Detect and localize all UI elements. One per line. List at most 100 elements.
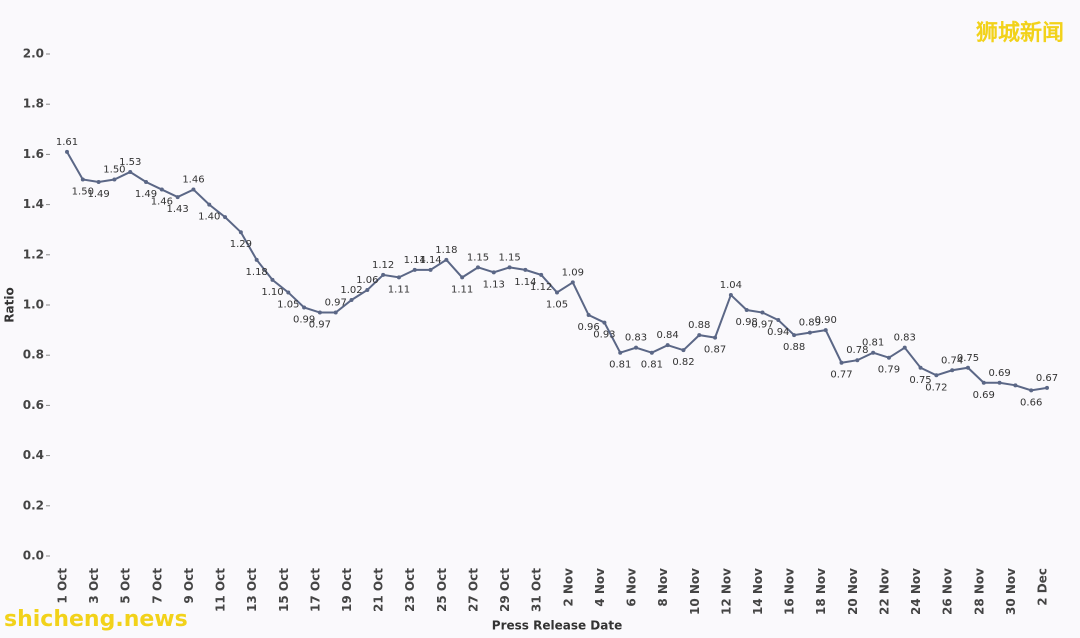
data-label: 0.96 (577, 322, 599, 333)
y-tick-label: 1.4 (23, 197, 44, 211)
point (823, 328, 828, 333)
watermark: 狮城新闻 (976, 20, 1064, 46)
x-tick-label: 27 Oct (466, 568, 480, 612)
point (65, 149, 69, 154)
data-label: 1.43 (167, 204, 189, 215)
point (902, 345, 907, 350)
point (144, 180, 149, 185)
data-label: 0.78 (846, 345, 868, 356)
data-label: 0.66 (1020, 397, 1042, 408)
data-label: 0.81 (641, 360, 663, 371)
point (507, 265, 512, 270)
point (981, 380, 986, 385)
x-tick-label: 11 Oct (214, 568, 228, 612)
point (491, 270, 496, 275)
data-label: 1.46 (151, 197, 173, 208)
point (523, 267, 528, 272)
point (618, 350, 623, 355)
point (128, 169, 133, 174)
point (807, 330, 812, 335)
x-tick-label: 2 Nov (561, 568, 575, 607)
data-label: 1.50 (72, 187, 94, 198)
data-label: 1.12 (530, 282, 552, 293)
point (238, 230, 243, 235)
point (965, 365, 970, 370)
y-tick-label: 1.2 (23, 247, 44, 261)
data-label: 1.12 (372, 260, 394, 271)
x-tick-label: 20 Nov (846, 568, 860, 615)
point (1045, 385, 1049, 390)
x-tick-label: 15 Oct (277, 568, 291, 612)
point (302, 305, 307, 310)
x-tick-label: 4 Nov (593, 568, 607, 607)
data-label: 1.15 (498, 252, 520, 263)
point (381, 272, 386, 277)
x-tick-label: 16 Nov (783, 568, 797, 615)
x-tick-label: 30 Nov (1004, 568, 1018, 615)
point (792, 333, 797, 338)
y-tick-label: 0.6 (23, 398, 44, 412)
y-tick-label: 0.2 (23, 498, 44, 512)
x-tick-label: 10 Nov (688, 568, 702, 615)
point (997, 380, 1002, 385)
x-tick-label: 29 Oct (498, 568, 512, 612)
data-label: 0.75 (957, 353, 979, 364)
data-label: 1.49 (87, 189, 109, 200)
data-label: 1.11 (451, 284, 473, 295)
watermark: shicheng.news (4, 607, 188, 632)
data-label: 0.75 (909, 375, 931, 386)
x-tick-label: 18 Nov (814, 568, 828, 615)
point (333, 310, 338, 315)
data-label: 1.05 (277, 299, 299, 310)
point (665, 343, 670, 348)
point (412, 267, 417, 272)
y-tick-label: 0.0 (23, 549, 44, 563)
x-tick-label: 7 Oct (150, 568, 164, 604)
point (950, 368, 955, 373)
x-tick-label: 22 Nov (877, 568, 891, 615)
point (649, 350, 654, 355)
data-label: 1.14 (404, 255, 426, 266)
x-tick-label: 21 Oct (372, 568, 386, 612)
data-label: 0.81 (862, 338, 884, 349)
point (1029, 388, 1034, 393)
x-tick-label: 5 Oct (119, 568, 133, 604)
data-label: 0.74 (941, 355, 963, 366)
x-tick-label: 1 Oct (56, 568, 70, 604)
x-tick-label: 9 Oct (182, 568, 196, 604)
point (934, 373, 939, 378)
x-tick-label: 13 Oct (245, 568, 259, 612)
point (349, 297, 354, 302)
y-tick-label: 0.8 (23, 348, 44, 362)
y-axis-title: Ratio (3, 287, 17, 322)
point (918, 365, 923, 370)
point (80, 177, 85, 182)
x-tick-label: 19 Oct (340, 568, 354, 612)
data-label: 0.97 (309, 320, 331, 331)
data-label: 1.10 (261, 287, 283, 298)
data-label: 1.13 (483, 279, 505, 290)
point (207, 202, 212, 207)
point (776, 318, 781, 323)
data-label: 0.98 (736, 317, 758, 328)
data-label: 0.89 (799, 318, 821, 329)
x-tick-label: 6 Nov (625, 568, 639, 607)
data-label: 1.46 (182, 175, 204, 186)
x-tick-label: 26 Nov (941, 568, 955, 615)
x-tick-label: 23 Oct (403, 568, 417, 612)
x-tick-label: 25 Oct (435, 568, 449, 612)
data-label: 0.77 (830, 370, 852, 381)
point (317, 310, 322, 315)
point (475, 265, 480, 270)
x-tick-label: 28 Nov (972, 568, 986, 615)
point (555, 290, 559, 295)
point (681, 348, 686, 353)
data-label: 1.49 (135, 189, 157, 200)
data-label: 0.90 (815, 315, 837, 326)
point (871, 350, 876, 355)
y-tick-label: 1.0 (23, 298, 44, 312)
x-tick-label: 2 Dec (1036, 568, 1050, 606)
point (697, 333, 702, 338)
data-label: 0.81 (609, 360, 631, 371)
